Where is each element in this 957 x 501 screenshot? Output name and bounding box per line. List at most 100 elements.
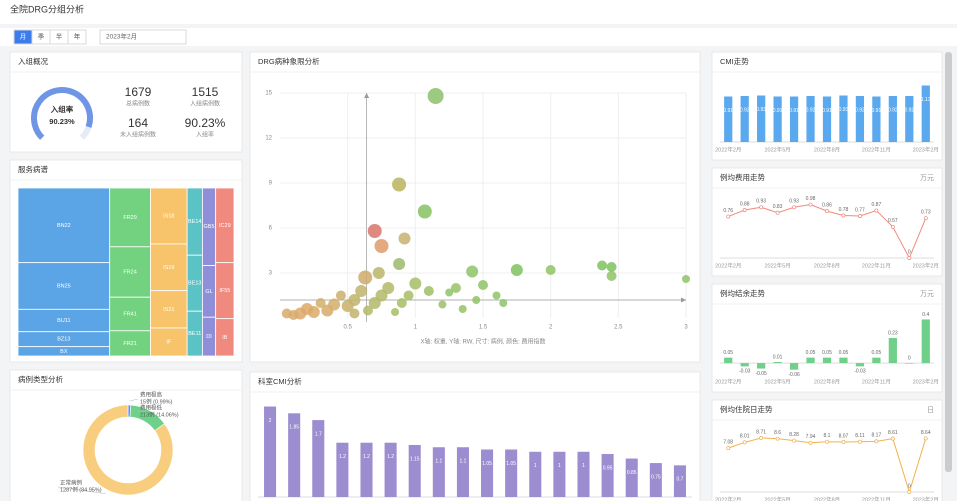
treemap-label: BX bbox=[60, 349, 68, 355]
point-value-label: 0.88 bbox=[740, 201, 750, 207]
scatter-point bbox=[349, 308, 360, 319]
donut-category: 费用极低 bbox=[140, 403, 163, 411]
line-point bbox=[808, 202, 813, 207]
treemap-label: IS18 bbox=[163, 213, 174, 219]
bar bbox=[839, 95, 848, 142]
panel-title: 服务病谱 bbox=[18, 164, 48, 174]
bar-value-label: 0.01 bbox=[773, 354, 783, 360]
x-tick-label: 2023年2月 bbox=[913, 495, 939, 501]
treemap-label: BE14 bbox=[188, 219, 201, 225]
date-picker[interactable] bbox=[99, 29, 187, 45]
bar-value-label: 0.91 bbox=[872, 108, 882, 114]
donut-leader bbox=[137, 406, 152, 413]
bar bbox=[888, 96, 897, 142]
bar-value-label: 0.93 bbox=[756, 107, 766, 113]
bar bbox=[822, 96, 832, 142]
scatter-point bbox=[391, 308, 400, 316]
scatter-point bbox=[367, 224, 382, 238]
bar-value-label: 1 bbox=[558, 463, 561, 469]
bar-value-label: 1.2 bbox=[363, 454, 370, 460]
point-value-label: 0.76 bbox=[723, 208, 733, 214]
bar bbox=[789, 96, 799, 142]
bar-value-label: 2 bbox=[269, 418, 272, 424]
scatter-point bbox=[281, 308, 292, 319]
bar-value-label: 0.92 bbox=[904, 107, 914, 113]
point-value-label: 8.11 bbox=[855, 433, 865, 439]
scatter-point bbox=[362, 305, 373, 316]
panel-unit: 日 bbox=[927, 406, 934, 414]
line-point bbox=[907, 490, 912, 494]
scrollbar[interactable] bbox=[945, 52, 952, 472]
x-tick-label: 2022年11月 bbox=[862, 145, 891, 153]
period-tab[interactable] bbox=[67, 29, 87, 45]
bar-value-label: 0.75 bbox=[651, 474, 661, 480]
period-tab-label: 年 bbox=[74, 32, 81, 41]
x-tick-label: 2022年2月 bbox=[715, 145, 741, 153]
header-bar bbox=[0, 0, 957, 24]
bar-value-label: 1.7 bbox=[315, 431, 322, 437]
scatter-point bbox=[368, 297, 381, 309]
y-tick-label: 3 bbox=[269, 271, 273, 277]
scatter-point bbox=[510, 264, 523, 276]
x-tick-label: 1.5 bbox=[479, 325, 488, 331]
line-point bbox=[759, 436, 764, 440]
scatter-point bbox=[392, 177, 407, 192]
point-value-label: 7.08 bbox=[723, 439, 733, 445]
stat-value: 1679 bbox=[125, 85, 152, 99]
line-point bbox=[742, 208, 747, 212]
line-point bbox=[775, 436, 780, 441]
bar-value-label: 1.2 bbox=[339, 454, 346, 460]
line-point bbox=[890, 436, 895, 441]
bar-value-label: 0.05 bbox=[872, 350, 882, 356]
treemap-label: IS19 bbox=[163, 265, 174, 271]
treemap-label: BN25 bbox=[57, 283, 71, 289]
x-tick-label: 2022年8月 bbox=[814, 145, 840, 153]
line-point bbox=[857, 214, 862, 218]
bar-value-label: 0.4 bbox=[922, 312, 929, 318]
bar-value-label: 0 bbox=[908, 355, 911, 361]
treemap-label: BN22 bbox=[57, 223, 71, 229]
treemap-tile bbox=[109, 296, 151, 332]
treemap-label: FR41 bbox=[123, 311, 136, 317]
scatter-point bbox=[466, 265, 479, 278]
line-point bbox=[874, 439, 879, 444]
line-point bbox=[792, 438, 797, 443]
bar-value-label: 1.85 bbox=[289, 425, 299, 431]
bar-value-label: 0.91 bbox=[822, 108, 832, 114]
period-tab-label: 月 bbox=[20, 33, 27, 41]
scatter-point bbox=[409, 277, 422, 290]
panel-title: 例均费用走势 bbox=[720, 172, 765, 182]
bar-value-label: 0.92 bbox=[806, 107, 816, 113]
scatter-point bbox=[499, 299, 508, 307]
donut-value-label: 15例 (0.99%) bbox=[140, 397, 173, 405]
point-value-label: 8.01 bbox=[740, 434, 750, 440]
bar-value-label: 0.92 bbox=[888, 107, 898, 113]
treemap-label: IS21 bbox=[163, 307, 174, 313]
scatter-point bbox=[403, 290, 414, 301]
bar-value-label: 0.05 bbox=[822, 350, 832, 356]
panel bbox=[711, 399, 943, 501]
scatter-point bbox=[606, 262, 617, 272]
bar bbox=[773, 96, 782, 142]
panel-title: 例均住院日走势 bbox=[720, 404, 773, 414]
scatter-point bbox=[472, 296, 481, 304]
stat-value: 90.23% bbox=[185, 116, 226, 130]
period-tab-label: 季 bbox=[38, 32, 45, 41]
treemap-label: IB bbox=[222, 335, 228, 341]
panel bbox=[711, 167, 943, 277]
point-value-label: 0 bbox=[908, 483, 911, 489]
scatter-point bbox=[438, 300, 447, 309]
panel bbox=[9, 51, 243, 153]
scatter-point bbox=[355, 285, 368, 297]
x-tick-label: 2022年8月 bbox=[814, 377, 840, 385]
x-tick-label: 2022年11月 bbox=[862, 377, 891, 385]
stat-value: 164 bbox=[128, 116, 148, 130]
bar-value-label: 1.05 bbox=[506, 461, 516, 467]
bar-value-label: -0.05 bbox=[755, 371, 767, 377]
bar-value-label: 0.91 bbox=[789, 108, 799, 114]
gauge-label: 入组率 bbox=[50, 104, 74, 114]
reference-arrow bbox=[681, 297, 686, 303]
bar bbox=[288, 413, 301, 497]
bar bbox=[822, 357, 832, 364]
point-value-label: 0.93 bbox=[756, 199, 766, 205]
